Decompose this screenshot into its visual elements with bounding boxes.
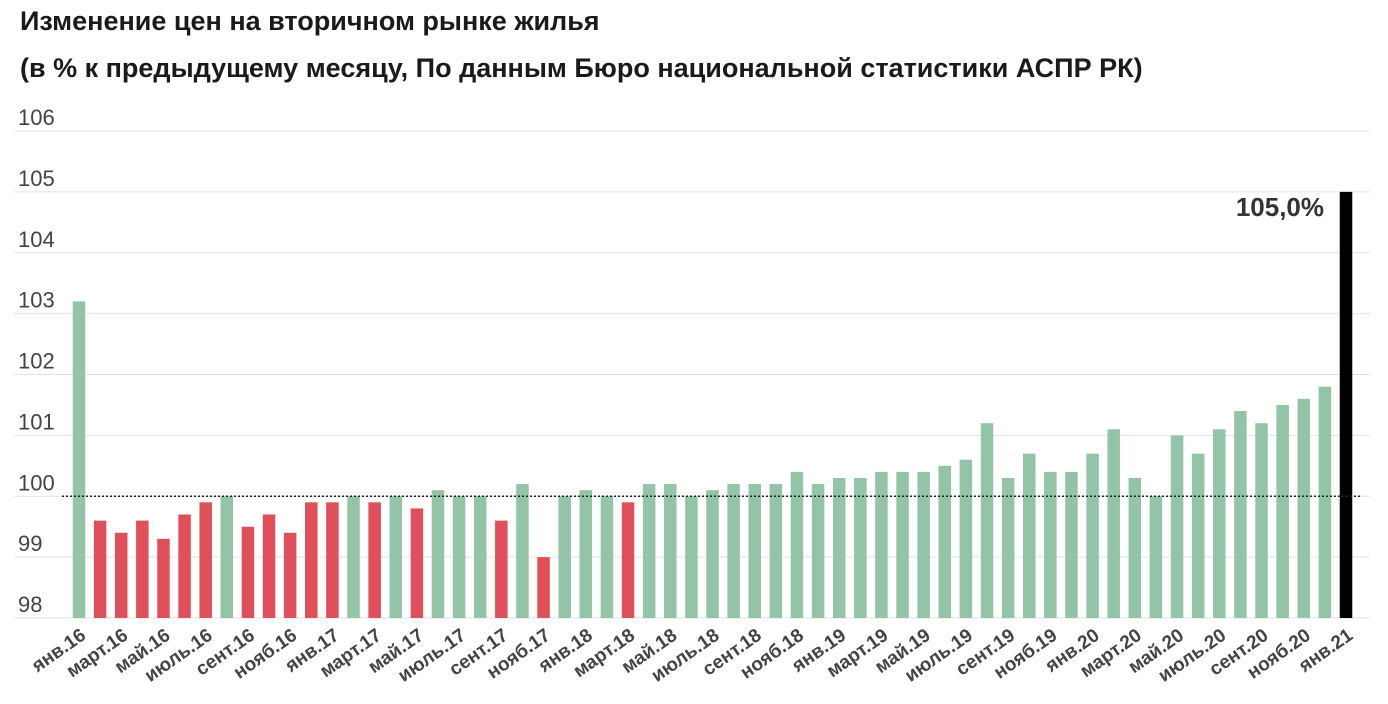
bar: [495, 520, 508, 618]
bar: [157, 538, 170, 618]
bar: [579, 490, 593, 618]
bar: [790, 471, 804, 618]
bar: [642, 484, 656, 618]
bar: [93, 520, 107, 618]
bar: [938, 465, 952, 618]
bar: [1191, 453, 1205, 618]
bar: [854, 477, 867, 618]
bar: [600, 496, 614, 618]
bar: [1339, 191, 1353, 619]
bar: [706, 490, 719, 618]
bar: [980, 423, 994, 618]
bar: [917, 471, 930, 618]
bar: [1318, 386, 1332, 618]
bar: [262, 514, 276, 618]
bar: [1234, 411, 1247, 618]
bar: [473, 496, 487, 618]
bar: [959, 459, 973, 618]
chart-title: Изменение цен на вторичном рынке жилья: [20, 6, 600, 36]
bar: [516, 484, 529, 618]
y-tick-label: 103: [18, 288, 55, 313]
bar: [1170, 435, 1184, 619]
bar: [389, 496, 402, 618]
x-axis-labels: янв.16март.16май.16июль.16сент.16нояб.16…: [27, 625, 1357, 687]
y-tick-label: 104: [18, 227, 55, 252]
y-tick-label: 101: [18, 409, 55, 434]
bar: [114, 532, 128, 618]
bar: [305, 502, 318, 618]
bar: [1255, 423, 1268, 618]
y-tick-label: 102: [18, 349, 55, 374]
annotation-layer: 105,0%: [1236, 192, 1324, 222]
bar: [347, 496, 360, 618]
bar: [1086, 453, 1099, 618]
grid-layer: 98 99 100 101 102 103 104 105 106: [14, 105, 1370, 619]
bar: [220, 496, 234, 618]
bar: [199, 502, 212, 618]
y-tick-label: 99: [18, 531, 42, 556]
bar: [241, 526, 255, 618]
bar: [621, 502, 635, 618]
bar: [1044, 471, 1057, 618]
highlight-value-label: 105,0%: [1236, 192, 1324, 222]
bar: [685, 496, 698, 618]
bar: [748, 484, 761, 618]
bar: [1001, 477, 1015, 618]
bar: [875, 471, 888, 618]
y-tick-label: 100: [18, 470, 55, 495]
y-tick-label: 105: [18, 166, 55, 191]
bar: [431, 490, 445, 618]
bar: [896, 471, 909, 618]
bar: [1213, 429, 1226, 618]
bar: [452, 496, 466, 618]
bar: [558, 496, 571, 618]
bar: [1065, 471, 1078, 618]
bar: [1107, 429, 1120, 618]
bar: [368, 502, 381, 618]
bar: [537, 557, 550, 619]
bar: [1149, 496, 1163, 618]
bar: [1128, 477, 1142, 618]
bar: [832, 477, 846, 618]
bar: [1023, 453, 1036, 618]
y-tick-label: 106: [18, 105, 55, 130]
chart-subtitle: (в % к предыдущему месяцу, По данным Бюр…: [20, 53, 1143, 83]
bar: [136, 520, 149, 618]
bar: [664, 484, 677, 618]
bar: [811, 484, 825, 618]
bar: [178, 514, 191, 618]
bar: [1297, 398, 1311, 618]
y-tick-label: 98: [18, 592, 42, 617]
bar: [72, 301, 86, 618]
bar: [410, 508, 424, 618]
bar: [1276, 404, 1289, 618]
bar: [727, 484, 740, 618]
bar: [769, 484, 783, 618]
bar: [326, 502, 339, 618]
bar-layer: [72, 191, 1353, 619]
bar: [283, 532, 297, 618]
